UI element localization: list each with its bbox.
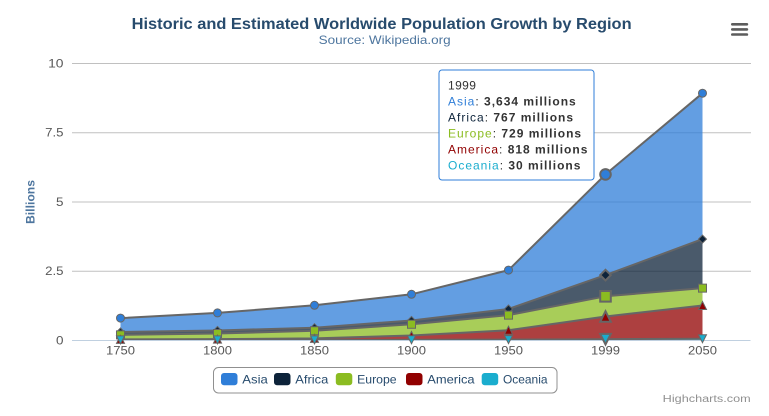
svg-text:10: 10 [48, 56, 64, 70]
svg-text:Oceania: Oceania [503, 373, 548, 387]
svg-text:1850: 1850 [300, 343, 329, 357]
svg-text:Billions: Billions [24, 180, 38, 224]
svg-text:Asia: Asia [242, 373, 268, 387]
svg-text:1800: 1800 [203, 343, 232, 357]
svg-text:2.5: 2.5 [45, 264, 64, 278]
svg-text:Africa: 767 millions: Africa: 767 millions [448, 111, 574, 125]
svg-text:Europe: Europe [357, 373, 397, 387]
svg-text:Historic and Estimated Worldwi: Historic and Estimated Worldwide Populat… [132, 16, 632, 33]
svg-text:Source: Wikipedia.org: Source: Wikipedia.org [319, 33, 451, 47]
svg-text:Oceania: 30 millions: Oceania: 30 millions [448, 159, 581, 173]
svg-text:1900: 1900 [397, 343, 426, 357]
svg-text:America: America [427, 373, 475, 387]
svg-text:0: 0 [56, 333, 64, 347]
svg-text:Asia: 3,634 millions: Asia: 3,634 millions [448, 95, 577, 109]
svg-text:Highcharts.com: Highcharts.com [663, 394, 751, 405]
svg-text:1999: 1999 [448, 79, 476, 93]
svg-text:2050: 2050 [688, 343, 717, 357]
svg-text:America: 818 millions: America: 818 millions [448, 143, 588, 157]
svg-text:5: 5 [56, 195, 64, 209]
svg-text:1750: 1750 [106, 343, 135, 357]
svg-text:7.5: 7.5 [45, 126, 64, 140]
svg-text:Europe: 729 millions: Europe: 729 millions [448, 127, 582, 141]
svg-text:1950: 1950 [494, 343, 523, 357]
svg-text:Africa: Africa [295, 373, 328, 387]
svg-text:1999: 1999 [591, 343, 620, 357]
